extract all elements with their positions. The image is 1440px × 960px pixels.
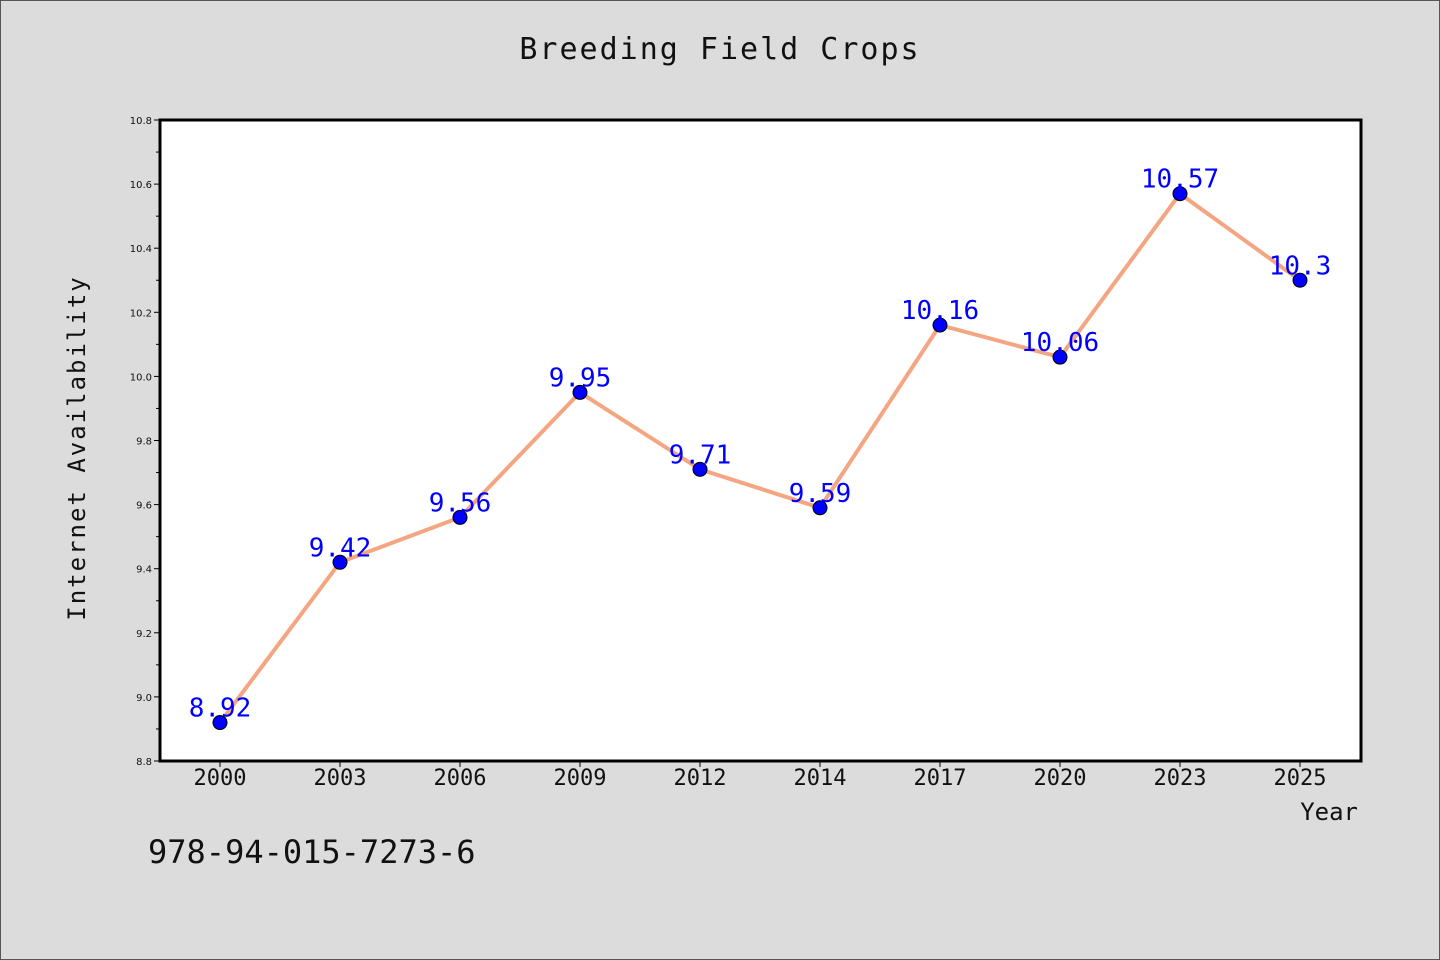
- x-tick-label: 2025: [1274, 766, 1327, 791]
- data-point: [572, 384, 588, 400]
- data-point: [452, 509, 468, 525]
- data-label: 10.06: [1021, 328, 1099, 358]
- series-line: [218, 191, 1302, 725]
- data-label: 9.56: [429, 488, 492, 518]
- y-tick-label: 9.0: [136, 693, 152, 704]
- data-point: [812, 500, 828, 516]
- x-tick-label: 2017: [914, 766, 967, 791]
- data-point: [1292, 272, 1308, 288]
- x-tick-label: 2023: [1154, 766, 1207, 791]
- x-axis: 2000 2003 2006 2009 2012 2014 2017 2020 2023 2025: [194, 761, 1327, 791]
- data-label: 10.3: [1269, 251, 1332, 281]
- data-label: 10.57: [1141, 165, 1219, 195]
- y-tick-label: 10.8: [130, 116, 152, 127]
- x-tick-label: 2014: [794, 766, 847, 791]
- data-label: 9.42: [309, 533, 372, 563]
- y-axis: 8.8 9.0 9.2 9.4 9.6 9.8 10.0 10.2 10.4 10.6 10.8: [130, 116, 160, 768]
- x-axis-label: Year: [1300, 798, 1358, 826]
- data-label: 8.92: [189, 694, 252, 724]
- series-group: 8.92 9.42 9.56 9.95 9.71 9.59 10.16 10.06 10.57 1…: [189, 165, 1332, 731]
- data-label: 10.16: [901, 296, 979, 326]
- y-tick-label: 9.2: [136, 629, 152, 640]
- x-tick-label: 2009: [554, 766, 607, 791]
- y-tick-label: 8.8: [136, 757, 152, 768]
- data-point: [332, 554, 348, 570]
- x-tick-label: 2003: [314, 766, 367, 791]
- y-tick-label: 9.4: [136, 565, 152, 576]
- plot-area: [158, 118, 1363, 763]
- data-label: 9.71: [669, 440, 732, 470]
- data-label: 9.95: [549, 363, 612, 393]
- data-point: [1052, 349, 1068, 365]
- x-tick-label: 2020: [1034, 766, 1087, 791]
- data-label: 9.59: [789, 479, 852, 509]
- x-tick-label: 2012: [674, 766, 727, 791]
- y-tick-label: 9.8: [136, 437, 152, 448]
- y-tick-label: 10.6: [130, 180, 152, 191]
- isbn-text: 978-94-015-7273-6: [148, 833, 476, 871]
- y-tick-label: 10.4: [130, 244, 152, 255]
- x-tick-label: 2006: [434, 766, 487, 791]
- y-tick-label: 10.2: [130, 308, 152, 319]
- y-axis-label: Internet Availability: [63, 275, 91, 620]
- y-tick-label: 9.6: [136, 501, 152, 512]
- data-point: [212, 715, 228, 731]
- data-point: [692, 461, 708, 477]
- data-point: [1172, 186, 1188, 202]
- chart-title: Breeding Field Crops: [519, 32, 921, 67]
- x-tick-label: 2000: [194, 766, 247, 791]
- data-point: [932, 317, 948, 333]
- y-tick-label: 10.0: [130, 372, 152, 383]
